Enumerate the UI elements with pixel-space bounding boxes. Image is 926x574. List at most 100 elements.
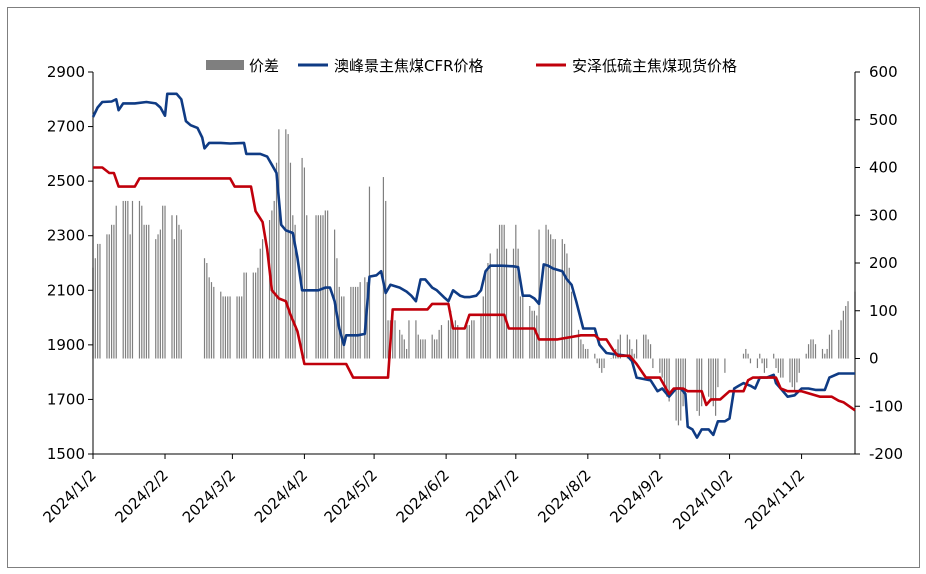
spread-bar — [466, 325, 468, 359]
spread-bar — [255, 272, 257, 359]
x-tick-label: 2024/10/2 — [669, 466, 736, 533]
spread-bar — [278, 129, 280, 359]
spread-bar — [612, 353, 614, 359]
spread-bar — [828, 334, 831, 359]
spread-bar — [724, 358, 726, 373]
right-tick-label: 100 — [869, 302, 898, 320]
spread-bar — [259, 248, 261, 359]
spread-bar — [471, 320, 473, 359]
spread-bar — [617, 339, 619, 359]
spread-bar — [712, 358, 714, 407]
spread-bar — [222, 296, 224, 359]
spread-bar — [268, 220, 271, 359]
spread-bar — [580, 339, 582, 359]
x-tick-label: 2024/7/2 — [462, 466, 522, 526]
spread-bar — [127, 200, 129, 359]
spread-bar — [666, 358, 668, 397]
spread-bar — [334, 229, 336, 359]
spread-bar — [94, 258, 96, 359]
spread-bar — [498, 224, 501, 359]
spread-bar — [322, 215, 324, 359]
spread-bar — [224, 296, 227, 359]
spread-bar — [780, 358, 782, 378]
legend-label-anze: 安泽低硫主焦煤现货价格 — [572, 57, 737, 75]
spread-bar — [505, 248, 508, 359]
x-tick-label: 2024/3/2 — [179, 466, 239, 526]
spread-bar — [812, 339, 814, 359]
spread-bar — [547, 229, 549, 359]
spread-bar — [294, 224, 296, 359]
spread-bar — [659, 358, 661, 373]
spread-bar — [108, 234, 110, 359]
right-tick-label: 600 — [869, 63, 898, 81]
spread-bar — [587, 348, 589, 359]
spread-bar — [452, 325, 454, 359]
spread-bar — [796, 358, 798, 383]
spread-bar — [287, 134, 289, 359]
spread-bar — [252, 272, 254, 359]
spread-bar — [357, 286, 359, 359]
spread-bar — [257, 267, 259, 359]
spread-bar — [241, 296, 243, 359]
spread-bar — [845, 305, 847, 359]
spread-bar — [417, 334, 419, 359]
spread-bar — [775, 358, 777, 369]
spread-bar — [447, 320, 450, 359]
legend-label-aus: 澳峰景主焦煤CFR价格 — [334, 57, 484, 75]
spread-bar — [124, 200, 127, 359]
spread-bar — [601, 358, 603, 373]
spread-bar — [503, 224, 505, 359]
spread-bar — [789, 358, 791, 383]
spread-bar — [220, 291, 222, 359]
spread-bar — [668, 358, 670, 402]
legend-swatch-spread — [206, 60, 244, 70]
spread-bar — [406, 348, 408, 359]
spread-bar — [368, 186, 371, 359]
right-tick-label: -100 — [869, 397, 903, 415]
spread-bar — [210, 282, 213, 359]
spread-bar — [756, 358, 759, 369]
spread-bar — [122, 200, 124, 359]
spread-bar — [206, 263, 208, 359]
spread-bar — [645, 334, 647, 359]
spread-bar — [552, 239, 554, 359]
spread-bar — [598, 358, 601, 369]
spread-bar — [631, 348, 633, 359]
x-tick-label: 2024/2/2 — [111, 466, 171, 526]
legend: 价差 澳峰景主焦煤CFR价格 安泽低硫主焦煤现货价格 — [206, 57, 737, 75]
spread-bar — [229, 296, 231, 359]
spread-bar — [180, 229, 182, 359]
spread-bar — [596, 358, 598, 364]
spread-bar — [141, 205, 143, 359]
spread-bar — [517, 248, 519, 359]
spread-bar — [129, 234, 131, 359]
spread-bar — [619, 334, 621, 359]
axes — [88, 71, 860, 459]
spread-bar — [782, 358, 784, 378]
spread-bar — [301, 157, 303, 359]
spread-bar — [340, 296, 343, 359]
spread-bar — [501, 224, 503, 359]
spread-bar — [840, 320, 842, 359]
spread-bar — [826, 348, 828, 359]
right-tick-label: 400 — [869, 159, 898, 177]
spread-bar — [582, 344, 584, 359]
spread-bar — [387, 320, 389, 359]
spread-bar — [626, 334, 628, 359]
spread-bar — [236, 296, 238, 359]
spread-bar — [438, 329, 440, 359]
spread-bar — [208, 277, 210, 359]
spread-bar — [810, 339, 812, 359]
spread-bar — [550, 234, 552, 359]
spread-bar — [315, 215, 317, 359]
spread-bar — [566, 253, 568, 359]
spread-bar — [203, 258, 206, 359]
spread-bar — [468, 325, 470, 359]
spread-bar — [113, 224, 115, 359]
spread-bar — [385, 200, 387, 359]
spread-bar — [821, 348, 824, 359]
spread-bar — [487, 263, 489, 359]
spread-bar — [424, 339, 426, 359]
spread-bar — [99, 243, 101, 359]
